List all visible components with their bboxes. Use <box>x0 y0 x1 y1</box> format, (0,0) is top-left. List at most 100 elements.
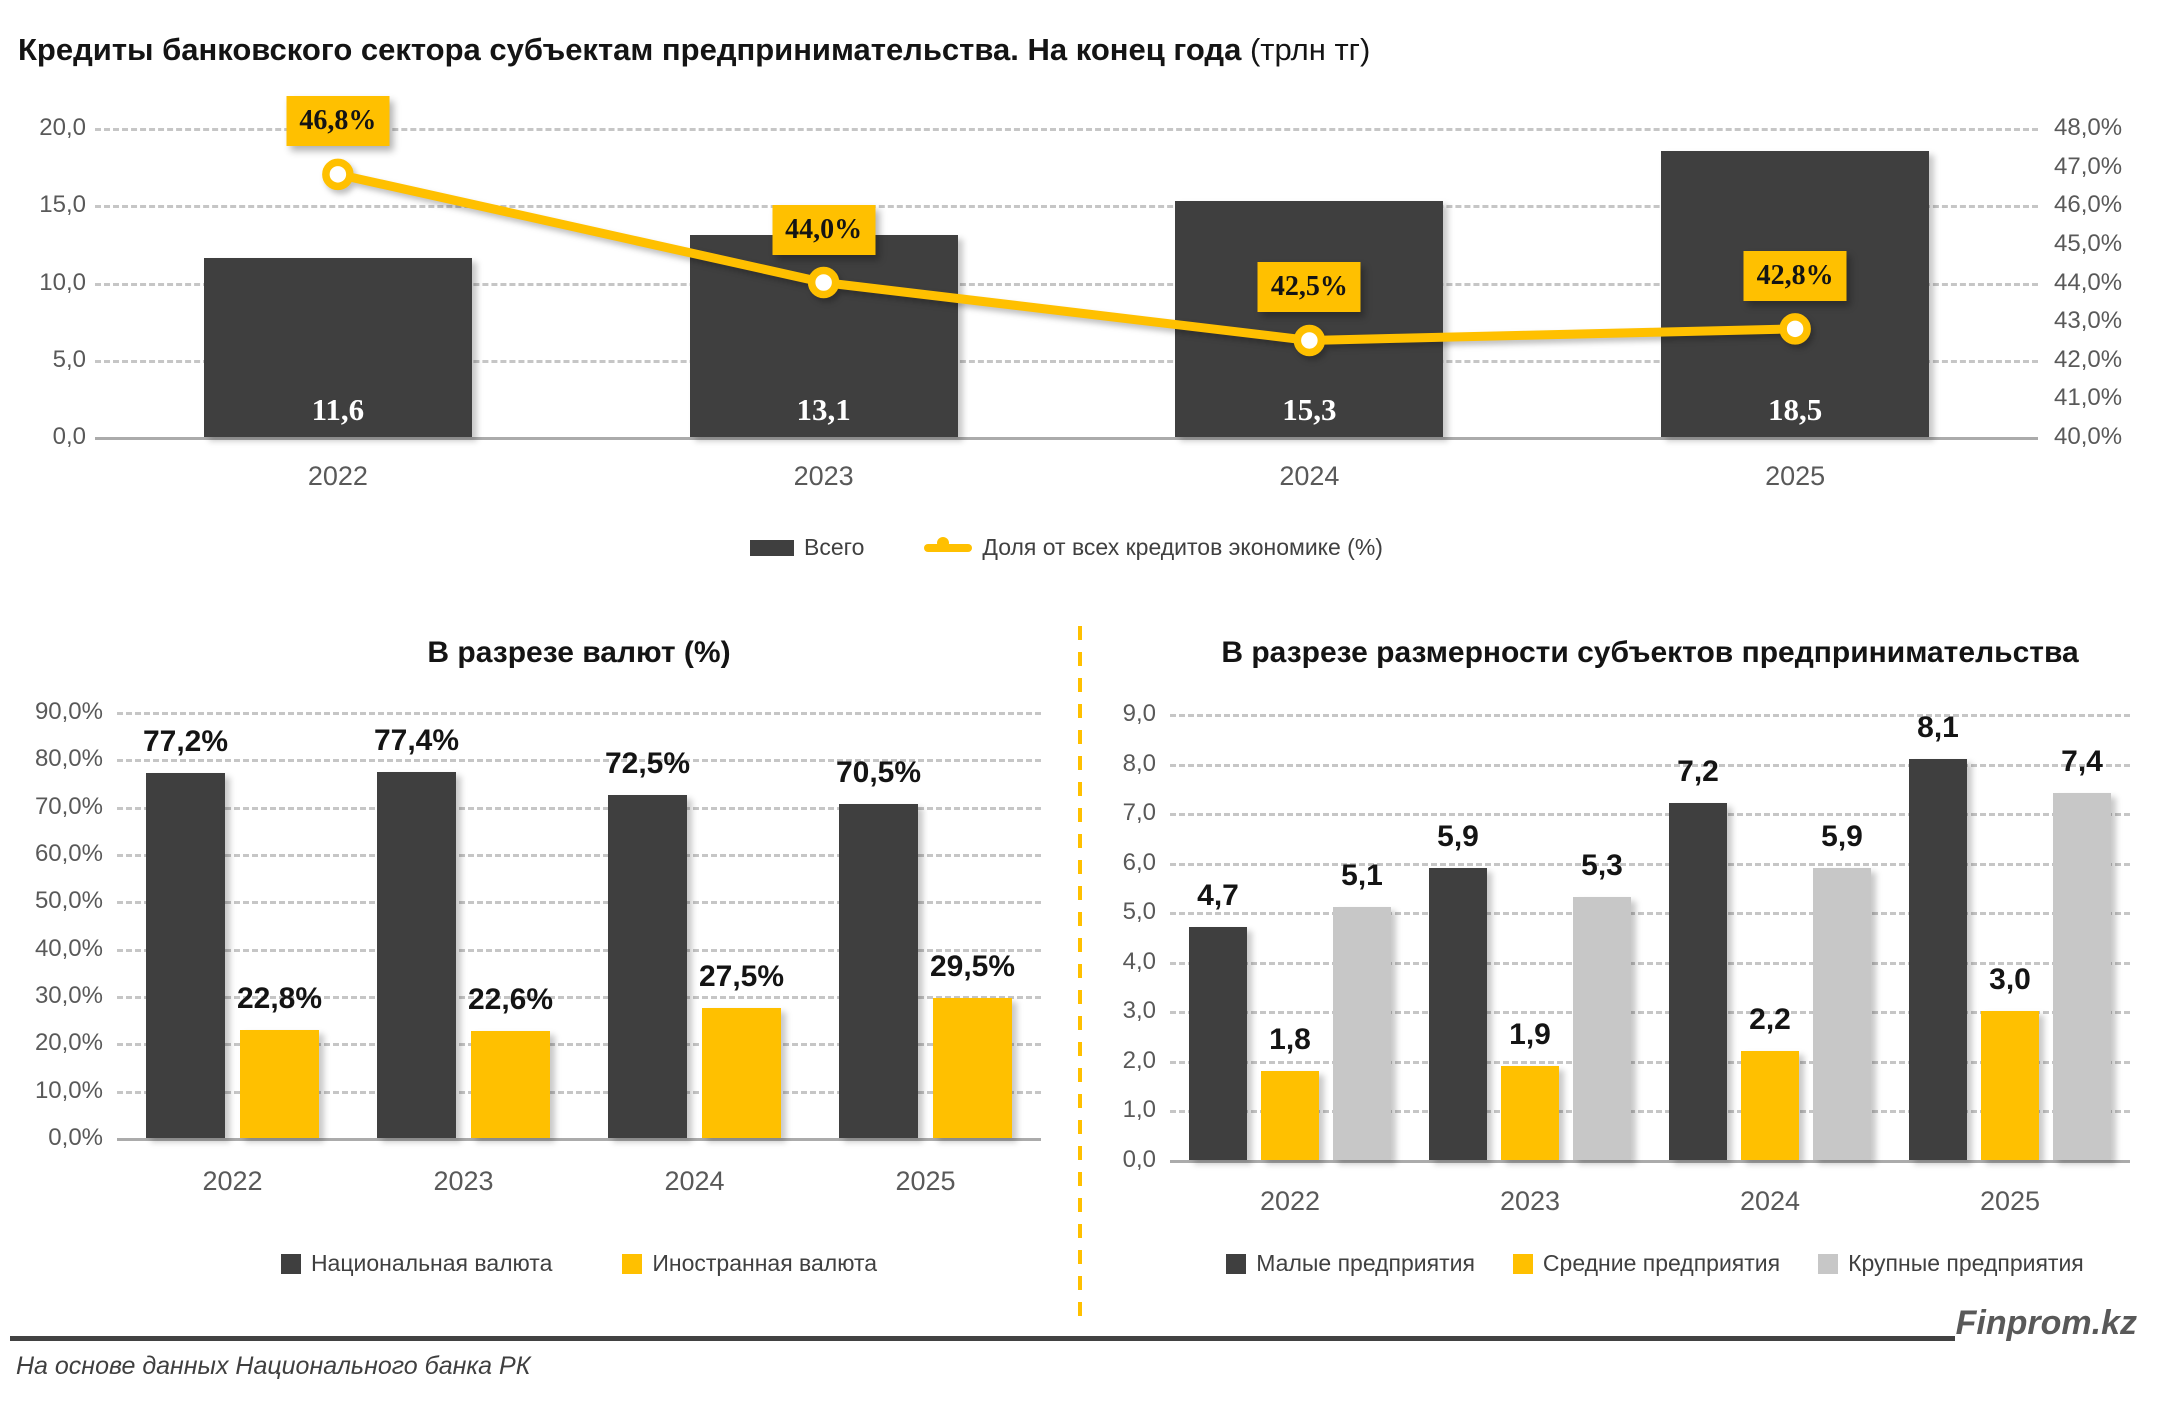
top-x-label-2022: 2022 <box>307 461 368 491</box>
page-title: Кредиты банковского сектора субъектам пр… <box>18 32 1370 68</box>
size-chart-legend: Малые предприятия Средние предприятия Круп… <box>1150 1250 2160 1277</box>
size-bar-2022-s0 <box>1189 927 1247 1160</box>
size-bar-value-2022-s2: 5,1 <box>1341 859 1383 893</box>
size-bar-value-2023-s2: 5,3 <box>1581 849 1623 883</box>
total-bar-value-2023: 13,1 <box>796 392 851 427</box>
currency-bar-value-2022-s0: 77,2% <box>142 724 229 758</box>
currency-gridline-9 <box>117 712 1041 715</box>
size-legend-item-0: Малые предприятия <box>1226 1250 1475 1277</box>
currency-bar-2023-s0 <box>377 771 456 1138</box>
share-label-2022: 46,8% <box>286 96 390 147</box>
currency-legend-swatch-1 <box>622 1253 643 1274</box>
share-label-2023: 44,0% <box>772 204 876 255</box>
size-gridline-9 <box>1170 714 2130 717</box>
size-bar-value-2022-s0: 4,7 <box>1197 879 1239 913</box>
size-y-tick-8: 8,0 <box>1122 749 1156 777</box>
size-legend-item-2: Крупные предприятия <box>1818 1250 2084 1277</box>
currency-bar-value-2024-s0: 72,5% <box>604 746 691 780</box>
total-bar-value-2025: 18,5 <box>1768 392 1823 427</box>
currency-y-tick-9: 90,0% <box>34 698 103 725</box>
total-bar-value-2024: 15,3 <box>1282 392 1337 427</box>
size-gridline-4 <box>1170 961 2130 965</box>
currency-bar-value-2025-s1: 29,5% <box>929 950 1016 984</box>
source-note: На основе данных Национального банка РК <box>16 1352 531 1380</box>
currency-y-tick-5: 50,0% <box>34 887 103 915</box>
currency-y-tick-1: 10,0% <box>34 1076 103 1104</box>
legend-label-total: Всего <box>804 534 865 560</box>
top-y-tick-right-4: 44,0% <box>2054 268 2123 296</box>
top-y-tick-right-8: 48,0% <box>2054 114 2123 141</box>
size-y-tick-0: 0,0 <box>1122 1146 1156 1173</box>
size-y-tick-3: 3,0 <box>1122 997 1156 1025</box>
share-line <box>322 158 1811 357</box>
size-gridline-5 <box>1170 912 2130 916</box>
top-y-tick-right-6: 46,0% <box>2054 191 2123 219</box>
currency-y-tick-3: 30,0% <box>34 982 103 1009</box>
top-y-tick-right-0: 40,0% <box>2054 423 2123 450</box>
currency-y-tick-8: 80,0% <box>34 745 103 773</box>
page-title-units: (трлн тг) <box>1241 32 1371 67</box>
currency-bar-2024-s1 <box>702 1007 781 1138</box>
currency-gridline-1 <box>117 1090 1041 1094</box>
size-bar-2023-s1 <box>1501 1065 1559 1160</box>
charts-divider <box>1078 626 1082 1328</box>
size-bar-2024-s1 <box>1741 1050 1799 1160</box>
currency-x-label-2023: 2023 <box>433 1166 494 1196</box>
top-y-tick-right-2: 42,0% <box>2054 345 2123 373</box>
top-y-tick-right-3: 43,0% <box>2054 307 2123 335</box>
size-bar-value-2025-s2: 7,4 <box>2061 745 2103 779</box>
currency-y-tick-7: 70,0% <box>34 792 103 820</box>
currency-gridline-5 <box>117 901 1041 905</box>
size-gridline-1 <box>1170 1110 2130 1114</box>
top-y-tick-left-1: 5,0 <box>52 345 86 373</box>
share-line-segment <box>924 543 973 552</box>
size-x-label-2022: 2022 <box>1259 1186 1321 1216</box>
size-bar-value-2023-s1: 1,9 <box>1509 1017 1551 1051</box>
size-bar-2022-s1 <box>1261 1070 1319 1160</box>
size-bar-2025-s2 <box>2053 793 2111 1160</box>
size-bar-value-2022-s1: 1,8 <box>1269 1022 1311 1056</box>
currency-gridline-7 <box>117 806 1041 810</box>
currency-gridline-3 <box>117 996 1041 999</box>
size-gridline-3 <box>1170 1011 2130 1015</box>
currency-x-label-2024: 2024 <box>664 1166 725 1196</box>
currency-bar-2025-s0 <box>839 804 918 1138</box>
size-bar-2024-s2 <box>1813 867 1871 1160</box>
size-bar-value-2023-s0: 5,9 <box>1437 819 1479 853</box>
currency-legend-label-0: Национальная валюта <box>310 1250 553 1276</box>
share-label-2024: 42,5% <box>1257 262 1361 313</box>
top-x-label-2024: 2024 <box>1279 461 1340 491</box>
size-y-tick-4: 4,0 <box>1122 947 1156 975</box>
size-gridline-0 <box>1170 1160 2130 1163</box>
top-x-label-2025: 2025 <box>1765 461 1826 491</box>
currency-bar-2023-s1 <box>471 1031 550 1138</box>
size-legend-label-0: Малые предприятия <box>1256 1250 1475 1276</box>
total-swatch <box>750 539 795 556</box>
currency-bar-value-2023-s1: 22,6% <box>467 983 554 1017</box>
currency-y-tick-2: 20,0% <box>34 1029 103 1057</box>
top-y-tick-right-7: 47,0% <box>2054 152 2123 180</box>
currency-gridline-0 <box>117 1138 1041 1141</box>
currency-x-label-2025: 2025 <box>895 1166 956 1196</box>
total-bar-value-2022: 11,6 <box>311 392 365 427</box>
top-x-label-2023: 2023 <box>793 461 854 491</box>
size-legend-label-2: Крупные предприятия <box>1848 1250 2084 1276</box>
top-gridline-1 <box>95 359 2038 363</box>
size-legend-swatch-2 <box>1818 1253 1839 1274</box>
size-bar-2025-s0 <box>1909 758 1967 1160</box>
top-gridline-2 <box>95 282 2038 286</box>
top-y-tick-left-2: 10,0 <box>39 268 86 296</box>
footer-rule <box>10 1336 1955 1341</box>
legend-item-share: Доля от всех кредитов экономике (%) <box>924 534 1383 561</box>
currency-legend-swatch-0 <box>280 1253 301 1274</box>
top-y-tick-right-5: 45,0% <box>2054 229 2123 257</box>
size-bar-2023-s2 <box>1573 897 1631 1160</box>
share-label-2025: 42,8% <box>1743 250 1847 301</box>
share-point-2024 <box>1293 324 1326 357</box>
size-bar-value-2025-s1: 3,0 <box>1989 963 2031 997</box>
currency-bar-2022-s0 <box>146 772 225 1138</box>
top-y-tick-left-0: 0,0 <box>52 423 86 450</box>
top-y-tick-left-3: 15,0 <box>39 191 86 219</box>
size-bar-2022-s2 <box>1333 907 1391 1160</box>
